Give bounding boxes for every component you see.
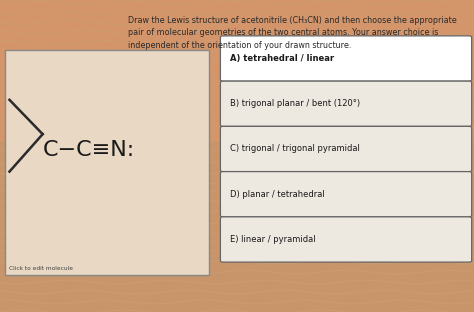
FancyBboxPatch shape xyxy=(220,36,472,81)
FancyBboxPatch shape xyxy=(5,50,209,275)
Bar xyxy=(0,0,474,140)
Text: E) linear / pyramidal: E) linear / pyramidal xyxy=(230,235,316,244)
Text: C−C≡N:: C−C≡N: xyxy=(43,140,135,160)
FancyBboxPatch shape xyxy=(220,81,472,126)
Text: Draw the Lewis structure of acetonitrile (CH₃CN) and then choose the appropriate: Draw the Lewis structure of acetonitrile… xyxy=(128,16,457,50)
FancyBboxPatch shape xyxy=(220,217,472,262)
FancyBboxPatch shape xyxy=(220,172,472,217)
Text: D) planar / tetrahedral: D) planar / tetrahedral xyxy=(230,190,325,199)
Text: A) tetrahedral / linear: A) tetrahedral / linear xyxy=(230,54,334,63)
Text: Click to edit molecule: Click to edit molecule xyxy=(9,266,73,271)
Text: C) trigonal / trigonal pyramidal: C) trigonal / trigonal pyramidal xyxy=(230,144,360,154)
FancyBboxPatch shape xyxy=(220,126,472,172)
Text: B) trigonal planar / bent (120°): B) trigonal planar / bent (120°) xyxy=(230,99,360,108)
